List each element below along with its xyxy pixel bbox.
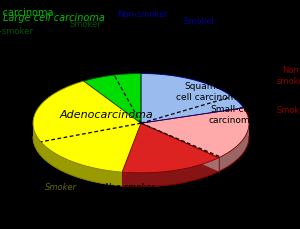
Text: Adenocarcinoma: Adenocarcinoma	[60, 109, 153, 120]
Text: Squamous
cell carcinoma: Squamous cell carcinoma	[176, 82, 242, 101]
Polygon shape	[141, 124, 219, 172]
Text: Smoker: Smoker	[277, 105, 300, 114]
Polygon shape	[122, 158, 219, 187]
Text: Non-smoker: Non-smoker	[0, 26, 33, 35]
Polygon shape	[122, 124, 219, 173]
Text: Non-smoker: Non-smoker	[105, 182, 156, 191]
Polygon shape	[141, 124, 219, 172]
Polygon shape	[84, 74, 141, 124]
Polygon shape	[122, 124, 141, 186]
Text: Large cell carcinoma: Large cell carcinoma	[3, 13, 105, 22]
Text: Smoker: Smoker	[45, 182, 78, 191]
Polygon shape	[33, 123, 122, 186]
Text: Non-smoker: Non-smoker	[117, 10, 168, 19]
Text: Non-
smoker: Non- smoker	[277, 66, 300, 85]
Text: Small-cell
carcinoma: Small-cell carcinoma	[209, 105, 256, 124]
Polygon shape	[122, 124, 141, 186]
Text: Smoker: Smoker	[70, 19, 101, 29]
Polygon shape	[141, 108, 249, 158]
Polygon shape	[219, 123, 249, 172]
Text: Large cell carcinoma: Large cell carcinoma	[0, 8, 54, 18]
Polygon shape	[33, 82, 141, 172]
Text: Smoker: Smoker	[184, 17, 215, 26]
Polygon shape	[141, 74, 244, 124]
